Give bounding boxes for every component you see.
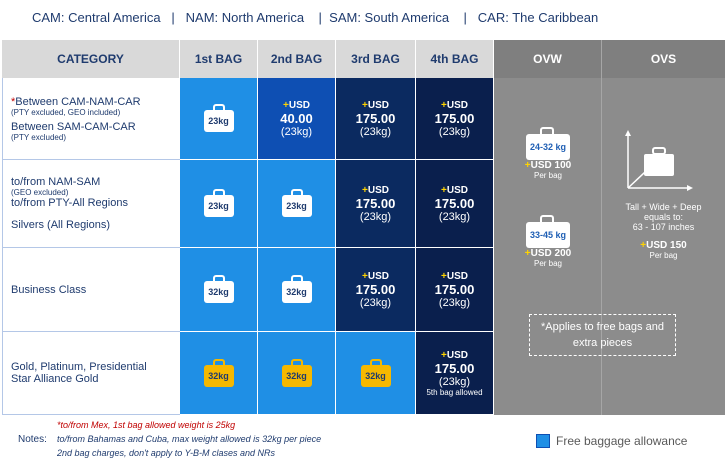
ovw-per-bag: Per bag xyxy=(533,171,563,180)
free-bag-cell: 32kg xyxy=(336,332,416,415)
category-text: to/from NAM-SAM xyxy=(11,176,101,188)
free-bag-cell: 23kg xyxy=(258,160,336,248)
category-text: Business Class xyxy=(11,283,87,296)
charge-amount: 40.00 xyxy=(280,110,313,126)
ovs-info: Tall + Wide + Deep equals to: 63 - 107 i… xyxy=(607,202,720,260)
charge-amount: 175.00 xyxy=(434,110,475,126)
suitcase-icon: 23kg xyxy=(281,189,312,217)
suitcase-icon: 32kg xyxy=(281,358,312,387)
charge-cell: +USD 175.00 (23kg) xyxy=(416,78,494,160)
category-text: Gold, Platinum, Presidential xyxy=(11,361,147,373)
dimensions-icon xyxy=(625,130,693,191)
category-line: *Between CAM-NAM-CAR xyxy=(11,95,141,108)
legend-key-label: Free baggage allowance xyxy=(556,434,688,448)
charge-cell: +USD 175.00 (23kg) xyxy=(336,78,416,160)
usd-label: USD xyxy=(367,270,389,282)
header-ovw: OVW xyxy=(494,40,602,78)
charge-weight: (23kg) xyxy=(438,296,471,309)
note-text: *to/from Mex, 1st bag allowed weight is … xyxy=(57,420,236,430)
suitcase-icon: 23kg xyxy=(203,104,234,132)
charge-weight: (23kg) xyxy=(438,375,471,388)
header-category: CATEGORY xyxy=(2,40,180,78)
ovs-column xyxy=(602,78,725,415)
ovw-tier-1: 24-32 kg +USD 100 Per bag xyxy=(520,127,576,180)
suitcase-icon: 24-32 kg xyxy=(526,127,570,160)
note-line: 2nd bag charges, don't apply to Y-B-M cl… xyxy=(57,448,276,458)
suitcase-icon: 32kg xyxy=(203,275,234,303)
usd-label: USD xyxy=(446,184,468,196)
category-text: Star Alliance Gold xyxy=(11,373,99,385)
notes-label: Notes: xyxy=(18,434,47,445)
fifth-bag-note: 5th bag allowed xyxy=(426,387,483,397)
category-row-1: *Between CAM-NAM-CAR (PTY excluded, GEO … xyxy=(2,78,180,160)
ovs-per-bag: Per bag xyxy=(649,251,678,260)
category-text: Between SAM-CAM-CAR xyxy=(11,120,136,133)
ovw-tier-2: 33-45 kg +USD 200 Per bag xyxy=(520,215,576,268)
category-row-2: to/from NAM-SAM (GEO excluded) to/from P… xyxy=(2,160,180,248)
free-bag-cell: 23kg xyxy=(180,160,258,248)
charge-cell: +USD 175.00 (23kg) xyxy=(416,160,494,248)
charge-cell: +USD 175.00 (23kg) xyxy=(416,248,494,332)
suitcase-icon: 32kg xyxy=(203,358,234,387)
charge-amount: 175.00 xyxy=(355,281,396,297)
charge-weight: (23kg) xyxy=(280,125,313,138)
category-text: Silvers (All Regions) xyxy=(11,219,111,231)
usd-label: USD xyxy=(288,99,310,111)
category-row-3: Business Class xyxy=(2,248,180,332)
free-bag-cell: 32kg xyxy=(180,248,258,332)
charge-amount: 175.00 xyxy=(434,195,475,211)
usd-label: USD xyxy=(367,99,389,111)
region-legend: CAM: Central America | NAM: North Americ… xyxy=(32,10,599,25)
charge-cell: +USD 40.00 (23kg) xyxy=(258,78,336,160)
header-bag4: 4th BAG xyxy=(416,40,494,78)
free-bag-cell: 23kg xyxy=(180,78,258,160)
charge-amount: 175.00 xyxy=(355,195,396,211)
charge-amount: 175.00 xyxy=(355,110,396,126)
charge-weight: (23kg) xyxy=(438,125,471,138)
ovs-dimensions: Tall + Wide + Deep equals to: xyxy=(625,202,702,222)
charge-amount: 175.00 xyxy=(434,360,475,376)
suitcase-icon: 32kg xyxy=(281,275,312,303)
baggage-table: CATEGORY 1st BAG 2nd BAG 3rd BAG 4th BAG… xyxy=(2,40,725,415)
category-subtext: (PTY excluded, GEO included) xyxy=(11,107,121,117)
ovw-per-bag: Per bag xyxy=(533,259,563,268)
ovw-price: USD 200 xyxy=(530,248,572,259)
free-bag-cell: 32kg xyxy=(258,332,336,415)
note-line: to/from Bahamas and Cuba, max weight all… xyxy=(57,434,322,444)
charge-weight: (23kg) xyxy=(438,210,471,223)
category-subtext: (GEO excluded) xyxy=(11,188,69,197)
charge-cell: +USD 175.00 (23kg) 5th bag allowed xyxy=(416,332,494,415)
ovs-range: 63 - 107 inches xyxy=(632,222,695,232)
free-bag-cell: 32kg xyxy=(258,248,336,332)
category-text: to/from PTY-All Regions xyxy=(11,197,128,209)
charge-cell: +USD 175.00 (23kg) xyxy=(336,160,416,248)
suitcase-icon: 23kg xyxy=(203,189,234,217)
ovw-price: USD 100 xyxy=(530,160,572,171)
header-bag2: 2nd BAG xyxy=(258,40,336,78)
applies-note: *Applies to free bags and extra pieces xyxy=(529,314,676,356)
charge-weight: (23kg) xyxy=(359,296,392,309)
charge-weight: (23kg) xyxy=(359,125,392,138)
free-allowance-swatch xyxy=(536,434,550,448)
legend-key: Free baggage allowance xyxy=(536,434,687,448)
note-line: *to/from Mex, 1st bag allowed weight is … xyxy=(57,418,321,432)
usd-label: USD xyxy=(367,184,389,196)
ovs-price: USD 150 xyxy=(646,240,687,251)
usd-label: USD xyxy=(446,349,468,361)
notes-list: *to/from Mex, 1st bag allowed weight is … xyxy=(57,418,321,460)
category-text: Between CAM-NAM-CAR xyxy=(15,95,141,108)
header-bag3: 3rd BAG xyxy=(336,40,416,78)
category-row-4: Gold, Platinum, Presidential Star Allian… xyxy=(2,332,180,415)
suitcase-icon: 33-45 kg xyxy=(526,215,570,248)
header-ovs: OVS xyxy=(602,40,725,78)
charge-cell: +USD 175.00 (23kg) xyxy=(336,248,416,332)
usd-label: USD xyxy=(446,270,468,282)
usd-label: USD xyxy=(446,99,468,111)
charge-amount: 175.00 xyxy=(434,281,475,297)
header-bag1: 1st BAG xyxy=(180,40,258,78)
free-bag-cell: 32kg xyxy=(180,332,258,415)
charge-weight: (23kg) xyxy=(359,210,392,223)
suitcase-icon: 32kg xyxy=(360,358,391,387)
category-subtext: (PTY excluded) xyxy=(11,132,66,142)
